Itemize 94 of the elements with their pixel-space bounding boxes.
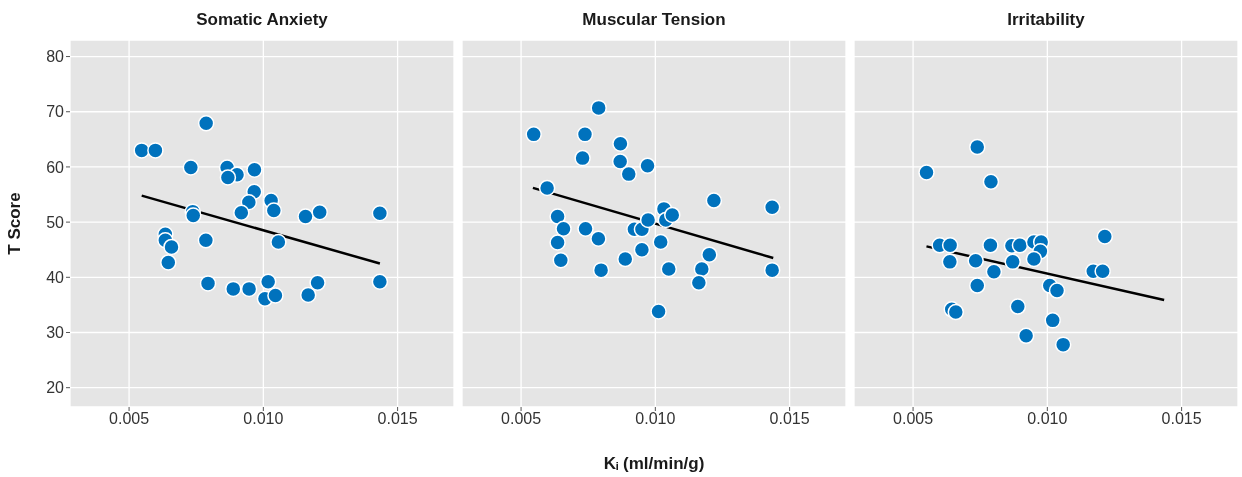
- point: [197, 232, 215, 249]
- y-tick-label: 80: [46, 48, 65, 66]
- point: [549, 234, 566, 251]
- y-tick-label: 30: [46, 324, 65, 342]
- x-tick-label: 0.005: [501, 410, 542, 428]
- x-tick-label: 0.005: [893, 410, 934, 428]
- point: [1009, 298, 1027, 315]
- point: [1004, 253, 1021, 271]
- point: [1011, 237, 1029, 254]
- point: [701, 246, 718, 263]
- point: [590, 230, 607, 247]
- point: [1096, 228, 1114, 245]
- point: [941, 253, 959, 271]
- point: [969, 277, 986, 294]
- point: [693, 260, 711, 278]
- point: [555, 220, 572, 237]
- point: [969, 138, 986, 156]
- point: [617, 250, 634, 268]
- point: [371, 205, 389, 222]
- point: [982, 237, 999, 254]
- point: [133, 142, 150, 159]
- point: [620, 165, 638, 183]
- y-tick-label: 70: [46, 103, 65, 121]
- point: [967, 252, 984, 269]
- point: [371, 273, 389, 290]
- point: [197, 115, 215, 132]
- point: [763, 198, 781, 216]
- point: [705, 192, 723, 209]
- point: [690, 274, 708, 292]
- point: [1048, 282, 1066, 299]
- x-tick-label: 0.015: [769, 410, 810, 428]
- point: [299, 286, 317, 304]
- point: [270, 233, 287, 251]
- point: [233, 204, 250, 221]
- x-tick-label: 0.010: [635, 410, 676, 428]
- point: [650, 303, 667, 320]
- point: [538, 179, 556, 197]
- point: [592, 261, 610, 279]
- point: [652, 233, 669, 251]
- x-tick-label: 0.005: [109, 410, 150, 428]
- point: [267, 287, 284, 304]
- x-tick-label: 0.010: [243, 410, 284, 428]
- point: [664, 206, 681, 224]
- point: [941, 237, 959, 254]
- x-axis-title: Kᵢ (ml/min/g): [603, 454, 705, 473]
- point: [163, 238, 180, 256]
- point: [259, 273, 277, 290]
- chart-title: Muscular Tension: [581, 10, 727, 30]
- point: [147, 142, 164, 159]
- point: [1054, 336, 1072, 353]
- point: [182, 159, 200, 176]
- point: [576, 126, 594, 143]
- point: [918, 164, 935, 181]
- point: [1094, 262, 1111, 280]
- point: [1044, 312, 1061, 329]
- point: [611, 153, 629, 170]
- point: [763, 261, 781, 279]
- point: [225, 280, 242, 298]
- point: [525, 126, 542, 143]
- point: [1025, 250, 1043, 268]
- point: [265, 202, 283, 219]
- y-tick-label: 40: [46, 268, 65, 286]
- point: [947, 303, 965, 321]
- point: [185, 207, 202, 224]
- y-axis-title: T Score: [5, 192, 25, 255]
- y-tick-label: 60: [46, 158, 65, 176]
- point: [219, 169, 237, 186]
- point: [199, 275, 217, 292]
- point: [574, 149, 591, 167]
- chart-title: Irritability: [1006, 10, 1086, 30]
- x-tick-label: 0.015: [377, 410, 418, 428]
- chart-title: Somatic Anxiety: [195, 10, 329, 30]
- point: [297, 208, 314, 225]
- point: [160, 254, 177, 271]
- point: [552, 251, 570, 269]
- y-tick-label: 20: [46, 379, 65, 397]
- point: [639, 157, 656, 175]
- point: [246, 161, 263, 178]
- point: [549, 208, 566, 225]
- point: [309, 274, 326, 292]
- point: [633, 241, 651, 258]
- point: [240, 280, 258, 298]
- point: [1017, 327, 1035, 345]
- point: [660, 260, 678, 278]
- point: [577, 220, 594, 237]
- x-tick-label: 0.015: [1161, 410, 1202, 428]
- point: [639, 211, 657, 229]
- point: [590, 99, 607, 117]
- point: [982, 173, 1000, 191]
- point: [985, 263, 1003, 281]
- y-tick-label: 50: [46, 213, 65, 231]
- x-tick-label: 0.010: [1027, 410, 1068, 428]
- point: [612, 135, 629, 152]
- point: [311, 203, 328, 221]
